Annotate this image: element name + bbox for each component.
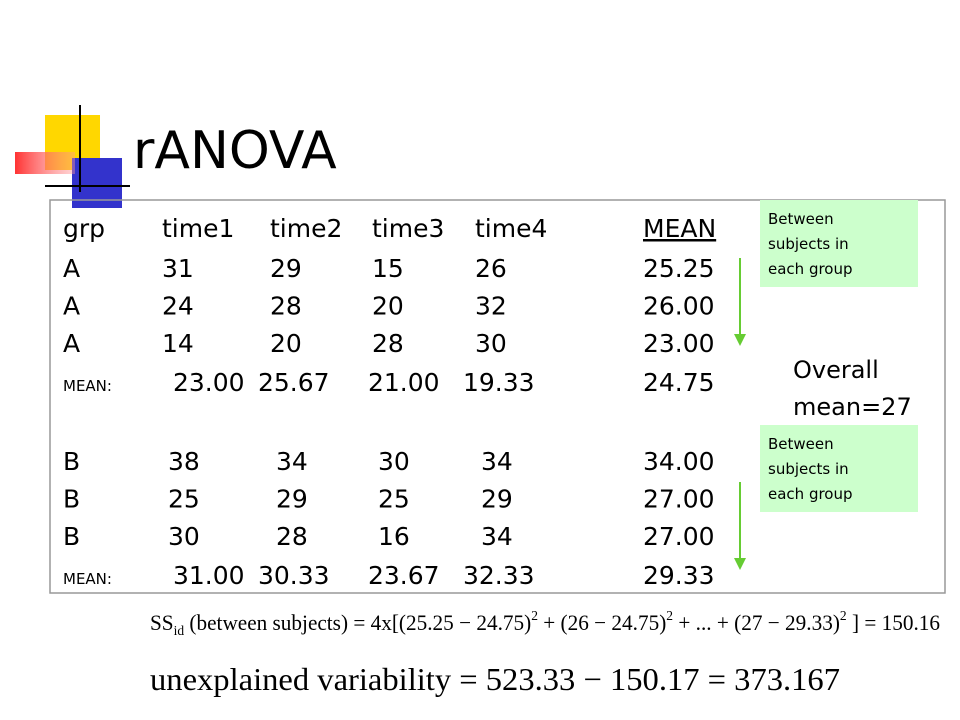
- table-cell: 23.67: [368, 561, 440, 590]
- table-cell: 25: [378, 485, 410, 514]
- formula-part: ] = 150.16: [847, 610, 940, 635]
- table-cell: 34: [481, 447, 513, 476]
- decoration: [15, 105, 130, 208]
- overall-mean: Overall: [793, 356, 879, 384]
- table-cell: time1: [162, 214, 234, 243]
- table-cell: 24.75: [643, 368, 715, 397]
- note-text: Between: [768, 435, 834, 453]
- table-cell: 29: [270, 254, 302, 283]
- table-cell: A: [63, 254, 80, 283]
- formula-part: + (26 − 24.75): [538, 610, 666, 635]
- table-cell: 29: [481, 485, 513, 514]
- table-cell: 20: [372, 292, 404, 321]
- table-cell: 27.00: [643, 485, 715, 514]
- table-cell: 34: [481, 522, 513, 551]
- note-text: subjects in: [768, 235, 849, 253]
- table-cell: 30: [168, 522, 200, 551]
- formula-part: 2: [666, 609, 673, 624]
- table-cell: MEAN:: [63, 377, 112, 395]
- formula-part: 2: [531, 609, 538, 624]
- table-cell: B: [63, 485, 80, 514]
- table-cell: 30: [475, 329, 507, 358]
- table-cell: 15: [372, 254, 404, 283]
- table-cell: A: [63, 329, 80, 358]
- table-cell: 26.00: [643, 292, 715, 321]
- table-cell: 16: [378, 522, 410, 551]
- formula-part: SS: [150, 610, 174, 635]
- table-cell: 31.00: [173, 561, 245, 590]
- note-text: each group: [768, 485, 853, 503]
- note-text: subjects in: [768, 460, 849, 478]
- formula-part: (between subjects) = 4x[(25.25 − 24.75): [184, 610, 531, 635]
- table-cell: 32.33: [463, 561, 535, 590]
- table-cell: B: [63, 522, 80, 551]
- table-cell: 23.00: [173, 368, 245, 397]
- overall-mean: mean=27: [793, 393, 912, 421]
- table-cell: A: [63, 292, 80, 321]
- formula: unexplained variability = 523.33 − 150.1…: [150, 661, 840, 697]
- table-cell: 32: [475, 292, 507, 321]
- table-cell: 29: [276, 485, 308, 514]
- title: rANOVA: [133, 121, 337, 181]
- table-cell: 21.00: [368, 368, 440, 397]
- table-cell: 19.33: [463, 368, 535, 397]
- table-cell: 25.25: [643, 254, 715, 283]
- table-cell: 14: [162, 329, 194, 358]
- table-cell: 34: [276, 447, 308, 476]
- note-box: [760, 425, 918, 512]
- table-cell: B: [63, 447, 80, 476]
- arrows: [734, 258, 746, 570]
- table-cell: 30: [378, 447, 410, 476]
- table-cell: 34.00: [643, 447, 715, 476]
- formula-part: id: [174, 624, 185, 639]
- table-cell: 20: [270, 329, 302, 358]
- table-cell: 28: [270, 292, 302, 321]
- table-cell: 28: [276, 522, 308, 551]
- table-cell: 26: [475, 254, 507, 283]
- table-cell: time4: [475, 214, 547, 243]
- note-text: Between: [768, 210, 834, 228]
- table-cell: 27.00: [643, 522, 715, 551]
- table-cell: 28: [372, 329, 404, 358]
- table-cell: time3: [372, 214, 444, 243]
- formula: SSid (between subjects) = 4x[(25.25 − 24…: [150, 609, 940, 639]
- table-cell: grp: [63, 214, 105, 243]
- table-cell: time2: [270, 214, 342, 243]
- table-cell: 30.33: [258, 561, 330, 590]
- note-box: [760, 200, 918, 287]
- table-cell: 25.67: [258, 368, 330, 397]
- table-frame: [49, 199, 946, 594]
- table-cell: 38: [168, 447, 200, 476]
- formula-part: + ... + (27 − 29.33): [673, 610, 840, 635]
- table-cell: 24: [162, 292, 194, 321]
- note-text: each group: [768, 260, 853, 278]
- table-cell: 29.33: [643, 561, 715, 590]
- table-cell: MEAN:: [63, 570, 112, 588]
- formula-part: 2: [840, 609, 847, 624]
- table-cell: 25: [168, 485, 200, 514]
- table-cell: MEAN: [643, 214, 716, 243]
- table-cell: 23.00: [643, 329, 715, 358]
- table-cell: 31: [162, 254, 194, 283]
